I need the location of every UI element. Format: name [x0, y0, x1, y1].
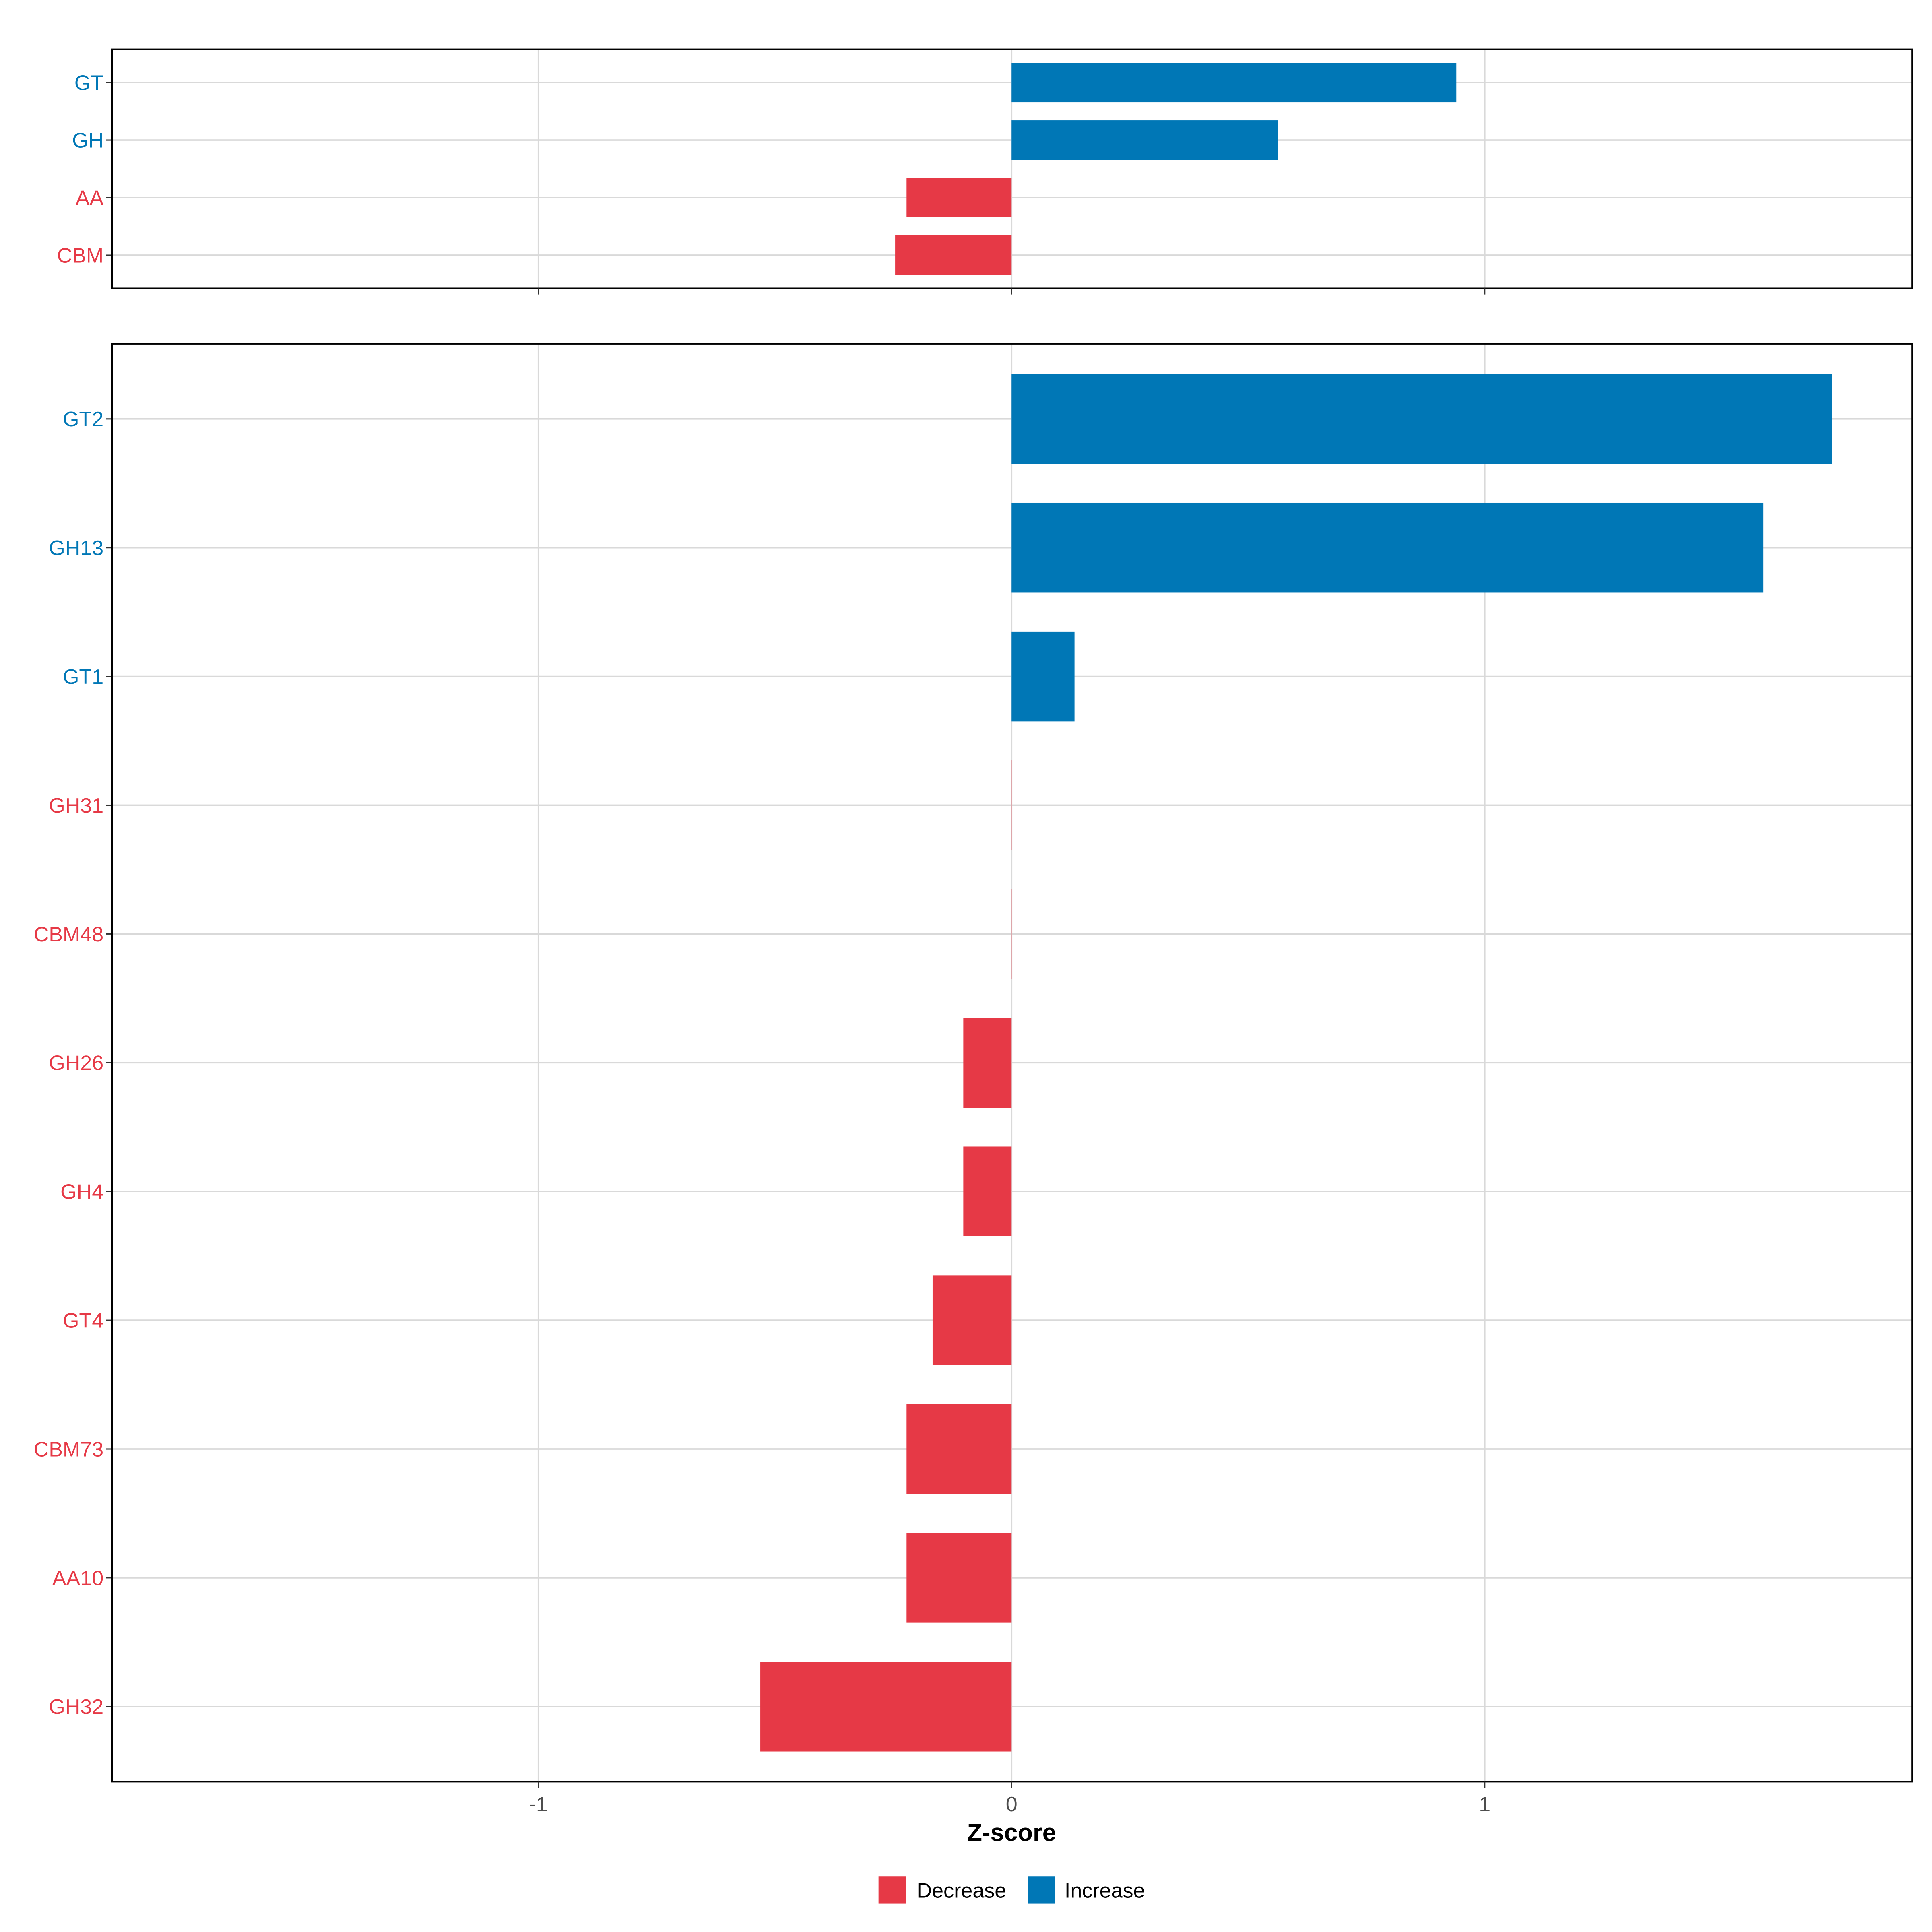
- y-tick-label-cbm73: CBM73: [34, 1438, 104, 1461]
- bar-gt4: [932, 1275, 1012, 1365]
- legend-label-decrease: Decrease: [917, 1879, 1007, 1902]
- x-tick-label: 0: [1006, 1793, 1018, 1816]
- bar-cbm73: [906, 1404, 1012, 1494]
- bar-aa10: [906, 1533, 1012, 1623]
- bar-gt1: [1011, 631, 1075, 722]
- legend: Decrease Increase: [878, 1876, 1145, 1904]
- x-tick-label: -1: [529, 1793, 548, 1816]
- bar-gh32: [760, 1662, 1012, 1752]
- y-tick-label-gt4: GT4: [63, 1309, 103, 1332]
- bar-gh13: [1011, 502, 1764, 593]
- y-tick-label-gh32: GH32: [49, 1695, 103, 1719]
- y-tick-label-cbm: CBM: [57, 244, 104, 267]
- bar-gh: [1011, 120, 1278, 160]
- bar-gh4: [963, 1146, 1012, 1236]
- y-tick-label-gh26: GH26: [49, 1052, 103, 1075]
- bottom-panel: GT2 GH13 GT1 GH31 CBM48 GH26 GH4 GT4 CBM73 AA10 GH…: [34, 343, 1913, 1788]
- x-tick-label: 1: [1479, 1793, 1490, 1816]
- bar-gt: [1011, 63, 1457, 103]
- legend-label-increase: Increase: [1065, 1879, 1145, 1902]
- x-axis-title: Z-score: [967, 1818, 1056, 1846]
- y-tick-label-gt2: GT2: [63, 408, 103, 431]
- y-tick-label-gt1: GT1: [63, 665, 103, 689]
- x-axis-ticks: -1 0 1: [529, 1793, 1491, 1816]
- legend-swatch-increase: [1028, 1876, 1055, 1904]
- y-tick-label-aa10: AA10: [52, 1567, 103, 1590]
- y-tick-label-gh31: GH31: [49, 794, 103, 817]
- y-tick-label-gh4: GH4: [60, 1181, 103, 1204]
- legend-swatch-decrease: [878, 1876, 906, 1904]
- y-tick-label-aa: AA: [76, 186, 104, 210]
- y-tick-label-gh: GH: [72, 129, 103, 152]
- top-panel: GT GH AA CBM: [57, 48, 1913, 295]
- bar-aa: [906, 178, 1012, 217]
- y-tick-label-cbm48: CBM48: [34, 923, 104, 946]
- y-tick-label-gt: GT: [74, 71, 103, 95]
- y-tick-label-gh13: GH13: [49, 537, 103, 560]
- bar-gt2: [1011, 374, 1832, 464]
- bar-gh26: [963, 1018, 1012, 1108]
- bar-cbm: [895, 235, 1012, 275]
